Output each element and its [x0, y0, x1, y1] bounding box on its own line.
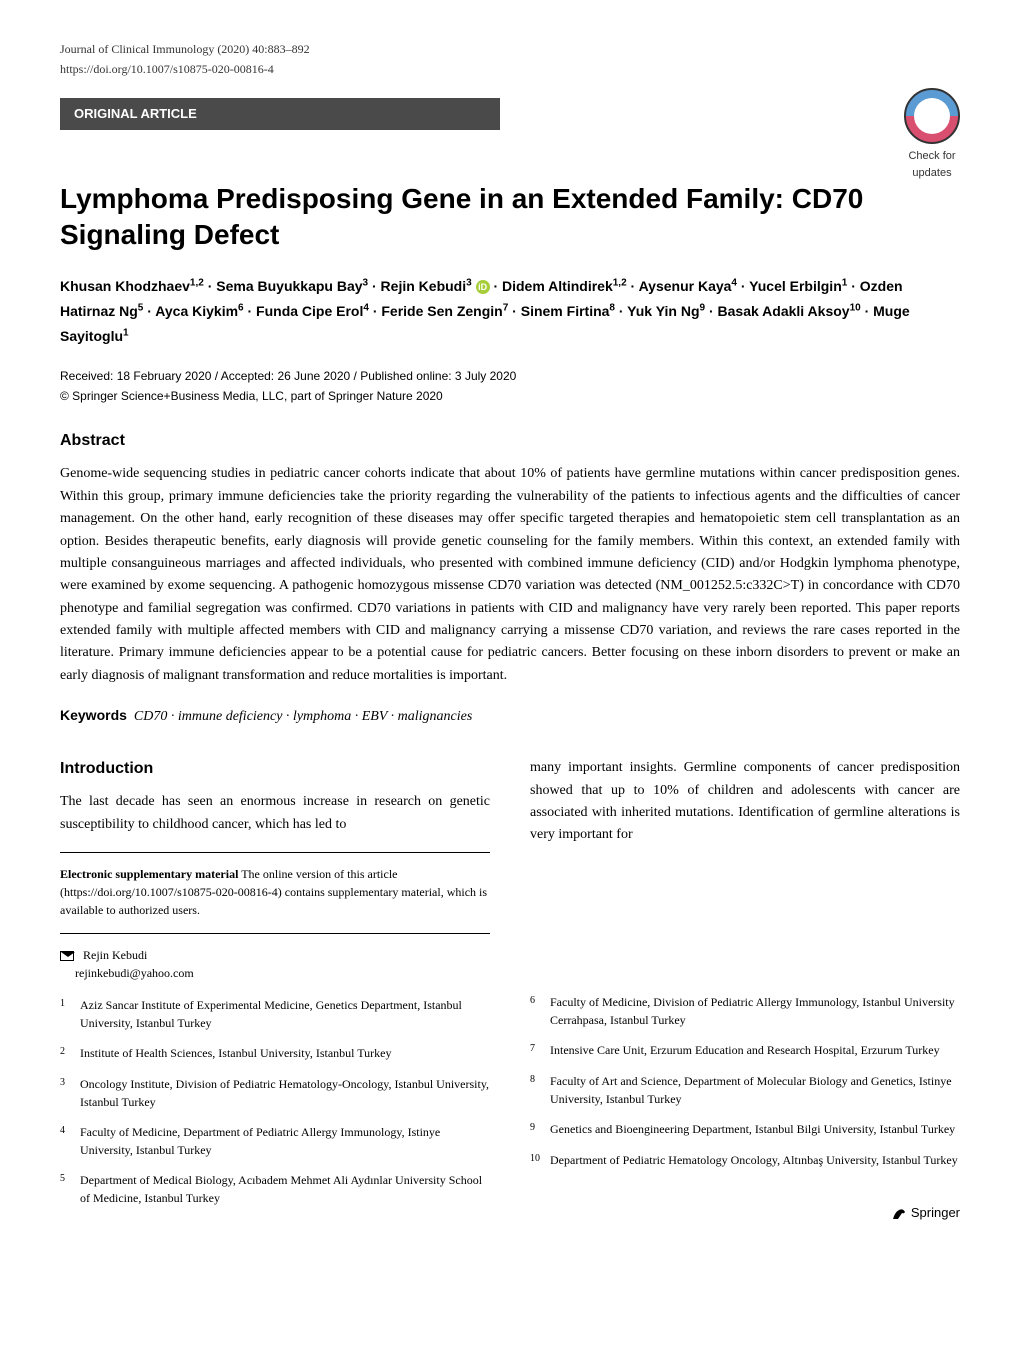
envelope-icon [60, 951, 74, 961]
intro-text-right: many important insights. Germline compon… [530, 757, 960, 847]
keywords-line: Keywords CD70 · immune deficiency · lymp… [60, 705, 960, 727]
corresponding-author: Rejin Kebudi rejinkebudi@yahoo.com [60, 946, 490, 982]
introduction-heading: Introduction [60, 757, 490, 781]
affiliation: 9Genetics and Bioengineering Department,… [530, 1120, 960, 1139]
supp-label: Electronic supplementary material [60, 867, 238, 881]
supplementary-material: Electronic supplementary material The on… [60, 865, 490, 919]
article-type-bar: ORIGINAL ARTICLE [60, 98, 500, 130]
divider [60, 933, 490, 934]
affiliations-right: 6Faculty of Medicine, Division of Pediat… [530, 993, 960, 1171]
doi-link[interactable]: https://doi.org/10.1007/s10875-020-00816… [60, 60, 960, 78]
author-list: Khusan Khodzhaev1,2 · Sema Buyukkapu Bay… [60, 274, 960, 350]
springer-horse-icon [890, 1204, 908, 1222]
check-updates-badge[interactable]: Check for updates [904, 88, 960, 181]
copyright-line: © Springer Science+Business Media, LLC, … [60, 387, 960, 405]
affiliation: 3Oncology Institute, Division of Pediatr… [60, 1075, 490, 1111]
publication-dates: Received: 18 February 2020 / Accepted: 2… [60, 367, 960, 385]
affiliation: 2Institute of Health Sciences, Istanbul … [60, 1044, 490, 1063]
abstract-heading: Abstract [60, 429, 960, 453]
affiliations-left: 1Aziz Sancar Institute of Experimental M… [60, 996, 490, 1207]
intro-text-left: The last decade has seen an enormous inc… [60, 791, 490, 836]
affiliation: 7Intensive Care Unit, Erzurum Education … [530, 1041, 960, 1060]
publisher-logo: Springer [890, 1203, 960, 1223]
affiliation: 4Faculty of Medicine, Department of Pedi… [60, 1123, 490, 1159]
corr-name: Rejin Kebudi [83, 948, 147, 962]
divider [60, 852, 490, 853]
keywords-text: CD70 · immune deficiency · lymphoma · EB… [134, 709, 472, 724]
check-updates-label: Check for updates [904, 148, 960, 181]
affiliation: 8Faculty of Art and Science, Department … [530, 1072, 960, 1108]
article-title: Lymphoma Predisposing Gene in an Extende… [60, 181, 960, 254]
affiliation: 1Aziz Sancar Institute of Experimental M… [60, 996, 490, 1032]
crossmark-icon [904, 88, 960, 144]
affiliation: 10Department of Pediatric Hematology Onc… [530, 1151, 960, 1170]
affiliation: 6Faculty of Medicine, Division of Pediat… [530, 993, 960, 1029]
journal-header: Journal of Clinical Immunology (2020) 40… [60, 40, 960, 58]
corr-email[interactable]: rejinkebudi@yahoo.com [75, 966, 194, 980]
abstract-text: Genome-wide sequencing studies in pediat… [60, 463, 960, 687]
keywords-label: Keywords [60, 707, 127, 723]
affiliation: 5Department of Medical Biology, Acıbadem… [60, 1171, 490, 1207]
